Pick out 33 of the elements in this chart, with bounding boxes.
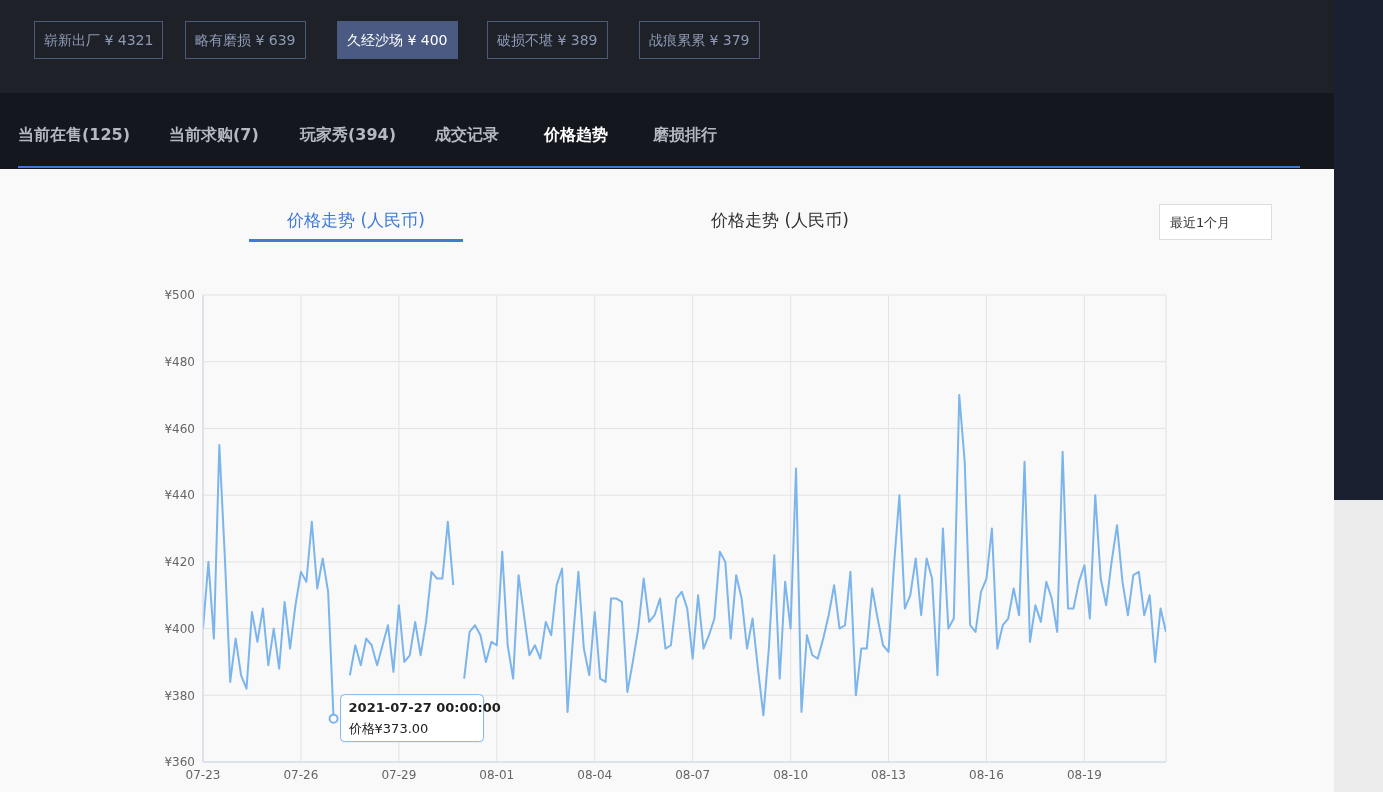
text: 价格走势 (人民币) — [710, 209, 850, 232]
x-tick-label: 08-07 — [675, 767, 711, 782]
text: 最近1个月 — [1159, 204, 1272, 240]
y-tick-label: ¥440 — [164, 488, 195, 503]
x-tick-label: 08-16 — [969, 767, 1004, 782]
text: 崭新出厂 ¥ 4321 — [34, 21, 164, 59]
x-tick-label: 08-10 — [773, 767, 809, 782]
y-tick-label: ¥380 — [164, 688, 195, 703]
text: 成交记录 — [435, 125, 499, 146]
x-tick-label: 08-13 — [871, 767, 906, 782]
y-tick-label: ¥480 — [164, 354, 195, 369]
text: 破损不堪 ¥ 389 — [487, 21, 608, 59]
x-tick-label: 07-23 — [185, 767, 221, 782]
text: 价格趋势 — [544, 125, 608, 146]
y-tick-label: ¥400 — [164, 621, 195, 636]
chart-title: 价格走势 (人民币) — [286, 209, 426, 232]
text: 当前在售(125) — [18, 125, 131, 146]
text: 战痕累累 ¥ 379 — [639, 21, 760, 59]
y-tick-label: ¥360 — [164, 755, 195, 770]
x-tick-label: 08-19 — [1066, 767, 1102, 782]
y-tick-label: ¥420 — [164, 555, 195, 570]
y-tick-label: ¥500 — [164, 288, 195, 303]
x-tick-label: 07-29 — [381, 767, 417, 782]
text: 略有磨损 ¥ 639 — [185, 21, 306, 59]
text: 当前求购(7) — [169, 125, 259, 146]
x-tick-label: 08-04 — [577, 767, 613, 782]
x-tick-label: 07-26 — [283, 767, 319, 782]
annotation: 价格¥373.00 — [347, 720, 429, 736]
text: 久经沙场 ¥ 400 — [337, 21, 458, 59]
y-tick-label: ¥460 — [164, 421, 195, 436]
x-tick-label: 08-01 — [479, 767, 515, 782]
text: 磨损排行 — [653, 125, 717, 146]
text: 玩家秀(394) — [300, 125, 397, 146]
